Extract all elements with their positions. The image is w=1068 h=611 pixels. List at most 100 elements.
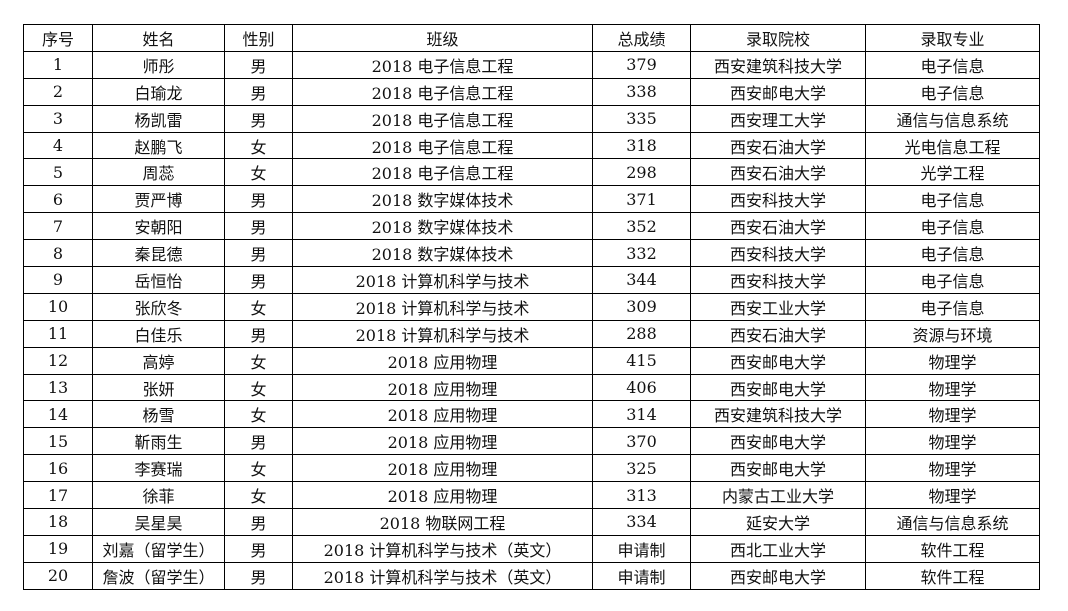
cell-gender: 男: [224, 266, 293, 294]
cell-name: 杨雪: [92, 400, 225, 429]
cell-gender: 女: [224, 346, 293, 375]
cell-gender: 女: [224, 373, 293, 402]
cell-name: 岳恒怡: [92, 266, 225, 294]
cell-major: 电子信息: [865, 212, 1040, 241]
cell-gender: 男: [224, 239, 293, 268]
cell-university: 西安邮电大学: [690, 77, 866, 106]
cell-university: 西安邮电大学: [690, 561, 866, 590]
header-seq: 序号: [23, 24, 93, 52]
cell-gender: 男: [224, 427, 293, 456]
cell-score: 314: [592, 400, 691, 429]
cell-seq: 16: [23, 454, 93, 483]
cell-university: 西安邮电大学: [690, 454, 866, 483]
cell-class: 2018 应用物理: [292, 481, 593, 510]
cell-gender: 女: [224, 292, 293, 321]
cell-major: 电子信息: [865, 50, 1040, 79]
cell-class: 2018 应用物理: [292, 346, 593, 375]
cell-gender: 男: [224, 534, 293, 563]
cell-name: 刘嘉（留学生）: [92, 534, 225, 563]
cell-name: 靳雨生: [92, 427, 225, 456]
cell-gender: 男: [224, 50, 293, 79]
cell-score: 335: [592, 104, 691, 133]
cell-name: 吴星昊: [92, 508, 225, 536]
table-row: 8 秦昆德男 2018 数字媒体技术 332 西安科技大学 电子信息: [23, 239, 1040, 268]
cell-major: 光电信息工程: [865, 131, 1040, 160]
cell-seq: 8: [23, 239, 93, 268]
cell-major: 物理学: [865, 481, 1040, 510]
cell-seq: 5: [23, 158, 93, 187]
cell-university: 内蒙古工业大学: [690, 481, 866, 510]
table-row: 5 周蕊女 2018 电子信息工程 298 西安石油大学 光学工程: [23, 158, 1040, 187]
cell-score: 332: [592, 239, 691, 268]
cell-university: 西安工业大学: [690, 292, 866, 321]
cell-score: 338: [592, 77, 691, 106]
cell-name: 杨凯雷: [92, 104, 225, 133]
cell-class: 2018 数字媒体技术: [292, 239, 593, 268]
cell-university: 西安科技大学: [690, 266, 866, 294]
cell-major: 物理学: [865, 346, 1040, 375]
cell-gender: 男: [224, 77, 293, 106]
header-name: 姓名: [92, 24, 225, 52]
table-row: 2 白瑜龙男 2018 电子信息工程 338 西安邮电大学 电子信息: [23, 77, 1040, 106]
cell-seq: 6: [23, 185, 93, 214]
cell-class: 2018 应用物理: [292, 400, 593, 429]
header-score: 总成绩: [592, 24, 691, 52]
cell-major: 通信与信息系统: [865, 508, 1040, 536]
cell-gender: 女: [224, 454, 293, 483]
cell-university: 西安建筑科技大学: [690, 50, 866, 79]
cell-name: 周蕊: [92, 158, 225, 187]
cell-name: 徐菲: [92, 481, 225, 510]
cell-university: 西安科技大学: [690, 185, 866, 214]
cell-major: 软件工程: [865, 561, 1040, 590]
cell-major: 物理学: [865, 373, 1040, 402]
cell-university: 西安科技大学: [690, 239, 866, 268]
cell-score: 370: [592, 427, 691, 456]
cell-major: 电子信息: [865, 292, 1040, 321]
cell-major: 光学工程: [865, 158, 1040, 187]
cell-score: 申请制: [592, 534, 691, 563]
cell-score: 309: [592, 292, 691, 321]
cell-major: 电子信息: [865, 77, 1040, 106]
cell-seq: 17: [23, 481, 93, 510]
cell-name: 白瑜龙: [92, 77, 225, 106]
cell-class: 2018 物联网工程: [292, 508, 593, 536]
table-row: 12 高婷女 2018 应用物理 415 西安邮电大学 物理学: [23, 346, 1040, 375]
table-row: 4 赵鹏飞女 2018 电子信息工程 318 西安石油大学 光电信息工程: [23, 131, 1040, 160]
cell-major: 物理学: [865, 427, 1040, 456]
cell-score: 申请制: [592, 561, 691, 590]
header-major: 录取专业: [865, 24, 1040, 52]
cell-score: 344: [592, 266, 691, 294]
cell-name: 李赛瑞: [92, 454, 225, 483]
cell-class: 2018 电子信息工程: [292, 77, 593, 106]
cell-seq: 20: [23, 561, 93, 590]
cell-name: 秦昆德: [92, 239, 225, 268]
header-gender: 性别: [224, 24, 293, 52]
cell-seq: 12: [23, 346, 93, 375]
cell-university: 西安邮电大学: [690, 346, 866, 375]
table-row: 14 杨雪女 2018 应用物理 314 西安建筑科技大学 物理学: [23, 400, 1040, 429]
cell-name: 詹波（留学生）: [92, 561, 225, 590]
cell-university: 西安建筑科技大学: [690, 400, 866, 429]
cell-university: 西安邮电大学: [690, 427, 866, 456]
cell-class: 2018 计算机科学与技术（英文）: [292, 561, 593, 590]
table-row: 11 白佳乐男 2018 计算机科学与技术 288 西安石油大学 资源与环境: [23, 319, 1040, 348]
cell-gender: 男: [224, 319, 293, 348]
table-row: 15 靳雨生男 2018 应用物理 370 西安邮电大学 物理学: [23, 427, 1040, 456]
cell-score: 415: [592, 346, 691, 375]
cell-gender: 女: [224, 400, 293, 429]
header-class: 班级: [292, 24, 593, 52]
cell-seq: 3: [23, 104, 93, 133]
cell-gender: 男: [224, 508, 293, 536]
cell-name: 师彤: [92, 50, 225, 79]
cell-major: 资源与环境: [865, 319, 1040, 348]
cell-class: 2018 计算机科学与技术: [292, 292, 593, 321]
cell-class: 2018 计算机科学与技术（英文）: [292, 534, 593, 563]
cell-seq: 2: [23, 77, 93, 106]
cell-score: 379: [592, 50, 691, 79]
table-row: 18 吴星昊男 2018 物联网工程 334 延安大学 通信与信息系统: [23, 508, 1040, 536]
cell-class: 2018 应用物理: [292, 427, 593, 456]
cell-class: 2018 电子信息工程: [292, 158, 593, 187]
cell-university: 延安大学: [690, 508, 866, 536]
cell-university: 西安理工大学: [690, 104, 866, 133]
cell-class: 2018 电子信息工程: [292, 104, 593, 133]
